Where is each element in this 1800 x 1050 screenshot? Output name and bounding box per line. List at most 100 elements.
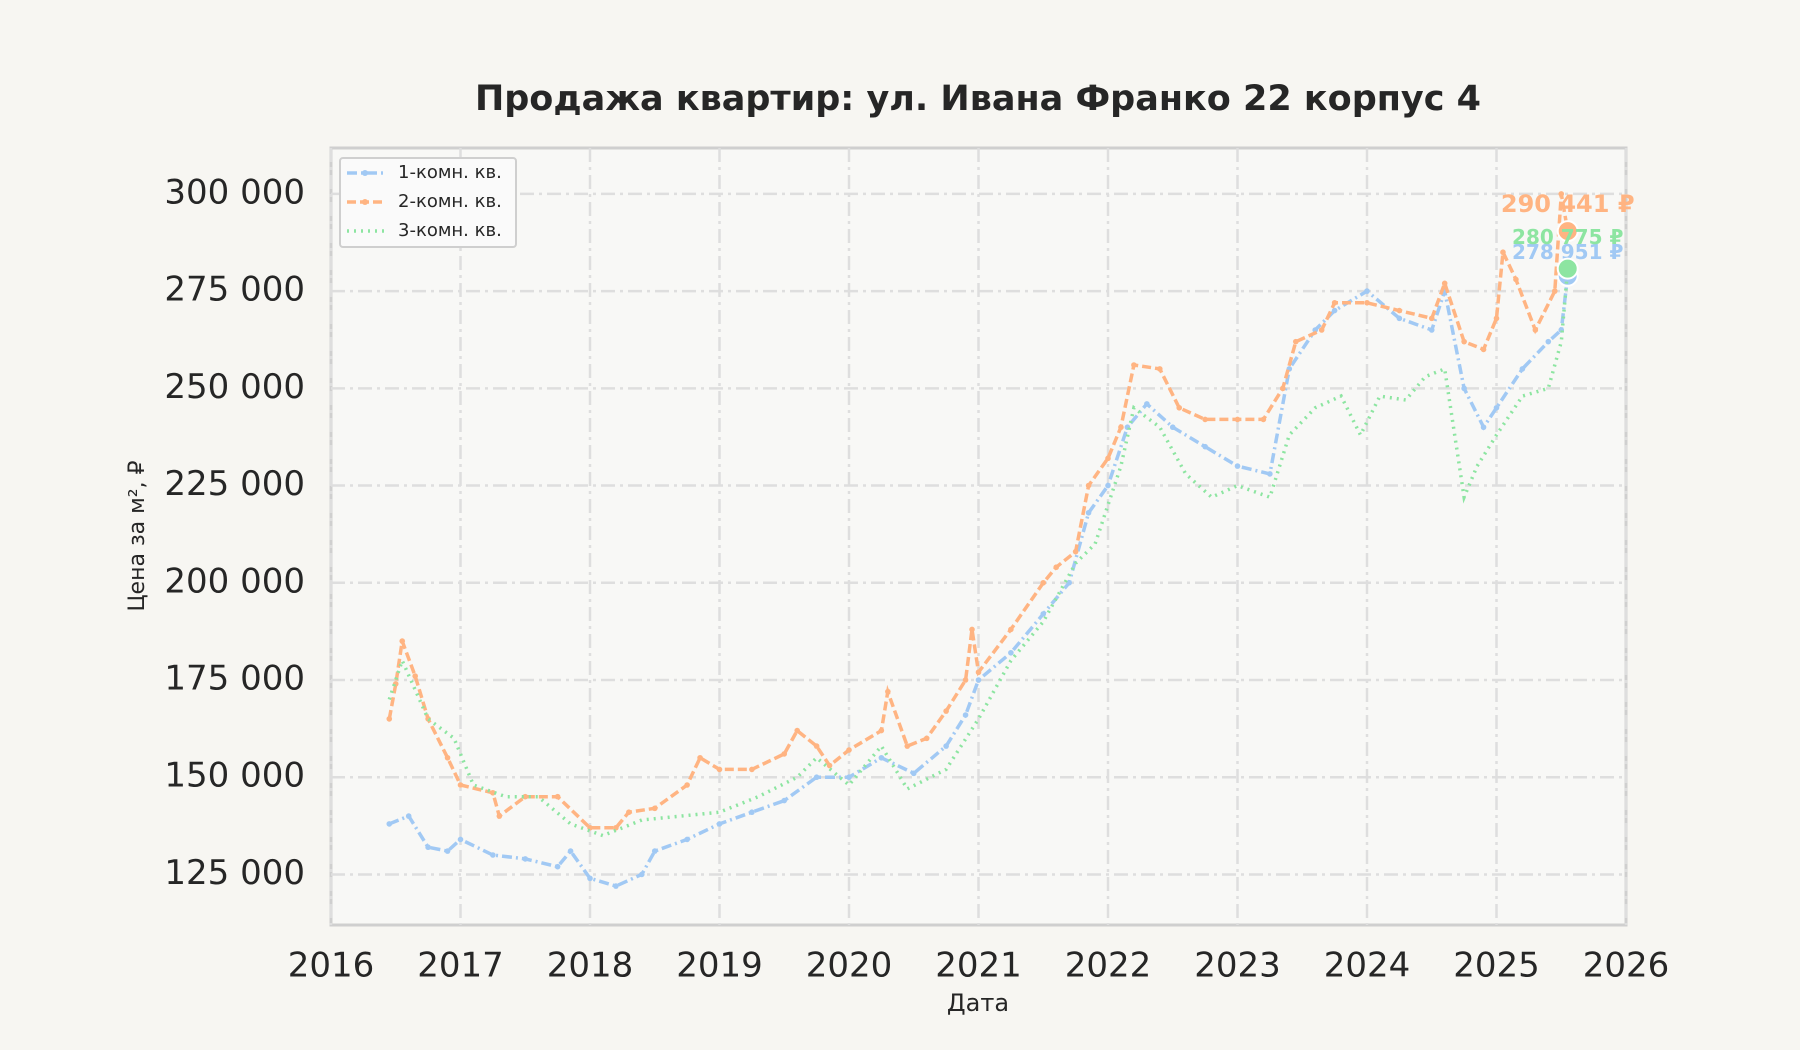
x-tick-label: 2019 (676, 946, 763, 986)
point-marker (587, 875, 593, 882)
point-marker (684, 782, 690, 788)
point-marker (1118, 424, 1124, 431)
point-marker (1202, 416, 1208, 423)
point-marker (904, 743, 911, 749)
point-marker (567, 848, 574, 854)
point-marker (1144, 401, 1150, 407)
point-marker (846, 747, 852, 753)
point-marker (1318, 327, 1325, 333)
y-tick-label: 125 000 (164, 853, 305, 893)
point-marker (969, 626, 975, 633)
point-marker (1461, 385, 1467, 392)
point-marker (1292, 338, 1299, 345)
value-label: 278 951 ₽ (1512, 240, 1623, 264)
y-tick-label: 200 000 (164, 561, 305, 601)
legend-marker (362, 170, 368, 176)
point-marker (878, 727, 885, 734)
point-marker (1312, 327, 1318, 333)
point-marker (1085, 509, 1092, 516)
y-tick-label: 175 000 (164, 659, 305, 699)
series-line (387, 268, 1570, 838)
point-marker (878, 754, 885, 761)
point-marker (1008, 626, 1014, 633)
x-axis-label: Дата (947, 989, 1009, 1017)
point-marker (749, 766, 755, 773)
point-marker (1331, 307, 1338, 314)
point-marker (386, 821, 393, 827)
point-marker (1331, 299, 1338, 306)
series-line (387, 193, 1570, 830)
legend-label: 3-комн. кв. (398, 220, 502, 241)
point-marker (1480, 346, 1487, 353)
point-marker (1085, 482, 1092, 489)
point-marker (846, 774, 852, 781)
point-marker (457, 782, 464, 788)
point-marker (1493, 315, 1500, 322)
chart-title: Продажа квартир: ул. Ивана Франко 22 кор… (475, 79, 1481, 119)
point-marker (554, 863, 561, 870)
last-point (1556, 257, 1579, 280)
point-marker (1493, 404, 1500, 411)
point-marker (781, 751, 788, 757)
last-point (1556, 220, 1579, 243)
point-marker (781, 797, 788, 804)
y-tick-label: 150 000 (164, 756, 305, 796)
point-marker (962, 712, 969, 718)
point-marker (444, 848, 451, 854)
point-marker (813, 743, 820, 749)
x-tick-label: 2024 (1324, 946, 1411, 986)
point-marker (1040, 611, 1047, 617)
point-marker (1267, 471, 1273, 477)
legend: 1-комн. кв. 2-комн. кв. 3-комн. кв. (339, 157, 517, 248)
point-marker (1234, 463, 1241, 469)
point-marker (716, 766, 723, 773)
point-marker (1280, 385, 1286, 392)
x-tick-label: 2022 (1065, 946, 1152, 986)
point-marker (496, 813, 503, 819)
point-marker (1260, 416, 1267, 423)
point-marker (716, 821, 723, 827)
y-tick-label: 250 000 (164, 367, 305, 407)
x-tick-label: 2016 (288, 946, 375, 986)
point-marker (1545, 338, 1552, 345)
point-marker (1176, 404, 1183, 411)
point-marker (1480, 424, 1487, 431)
x-tick-label: 2025 (1453, 946, 1540, 986)
point-marker (943, 743, 949, 749)
point-marker (1396, 307, 1403, 314)
point-marker (1500, 249, 1506, 256)
point-marker (1428, 327, 1435, 333)
legend-box (339, 157, 517, 248)
point-marker (1072, 548, 1079, 555)
point-marker (1202, 443, 1208, 450)
point-marker (412, 673, 418, 679)
point-marker (1105, 482, 1111, 489)
legend-label: 2-комн. кв. (398, 191, 502, 212)
point-marker (613, 883, 619, 889)
point-marker (457, 836, 464, 843)
point-marker (1558, 191, 1565, 197)
point-marker (975, 669, 982, 676)
point-marker (554, 793, 561, 800)
point-marker (1053, 564, 1059, 571)
point-marker (684, 836, 690, 843)
legend-marker (362, 199, 368, 205)
point-marker (794, 727, 800, 734)
x-tick-label: 2023 (1194, 946, 1281, 986)
point-marker (1532, 327, 1539, 333)
x-tick-label: 2020 (806, 946, 893, 986)
point-marker (923, 735, 930, 742)
point-marker (1551, 288, 1558, 294)
point-marker (826, 762, 833, 769)
point-marker (1131, 362, 1137, 368)
point-marker (1519, 366, 1526, 372)
point-marker (1364, 288, 1370, 294)
point-marker (975, 677, 982, 683)
x-tick-label: 2026 (1583, 946, 1670, 986)
point-marker (1428, 315, 1435, 322)
point-marker (651, 805, 658, 812)
point-marker (639, 871, 645, 878)
y-tick-label: 300 000 (164, 172, 305, 212)
value-label: 280 775 ₽ (1512, 225, 1623, 249)
